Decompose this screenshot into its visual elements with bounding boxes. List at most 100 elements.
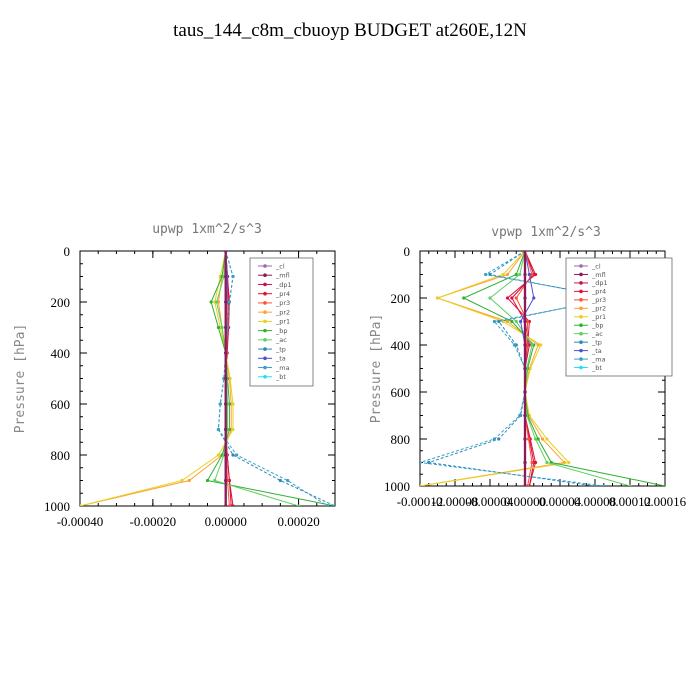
x-tick-label: -0.00040: [57, 514, 104, 529]
data-point-ac: [514, 319, 518, 324]
y-tick-label: 400: [51, 346, 71, 361]
legend-label-pr2: _pr2: [275, 308, 290, 316]
data-point-pr1: [216, 453, 221, 457]
data-point-ac: [488, 296, 492, 300]
data-point-ma: [492, 319, 496, 324]
legend-label-pr2: _pr2: [591, 305, 606, 313]
data-point-ma: [231, 274, 235, 279]
data-point-tp: [497, 437, 501, 441]
data-point-bp: [536, 437, 540, 441]
x-tick-label: 0.00008: [574, 494, 616, 509]
legend-marker-pr1: [579, 314, 583, 319]
legend-marker-dp1: [579, 281, 583, 285]
data-point-bp: [663, 484, 665, 486]
legend-label-dp1: _dp1: [591, 279, 608, 287]
data-point-bp: [514, 272, 518, 277]
y-tick-label: 400: [391, 338, 411, 353]
data-point-tp: [333, 504, 335, 506]
legend-marker-bt: [579, 365, 583, 370]
data-point-bp: [205, 478, 210, 483]
data-point-pr3: [526, 484, 530, 486]
series-group: [80, 251, 335, 506]
legend-label-pr4: _pr4: [275, 290, 290, 298]
legend-label-dp1: _dp1: [275, 281, 292, 289]
data-point-pr4: [533, 460, 538, 465]
y-tick-label: 1000: [384, 479, 410, 494]
data-point-ac: [215, 300, 219, 304]
data-point-pr1: [539, 343, 543, 347]
data-point-pr2: [505, 272, 510, 277]
data-point-pr3: [227, 504, 231, 506]
x-tick-label: -0.00004: [467, 494, 514, 509]
legend-label-mfl: _mfl: [275, 272, 290, 280]
y-tick-label: 200: [51, 295, 71, 310]
legend-marker-cl: [579, 264, 583, 268]
y-axis-label: Pressure [hPa]: [369, 314, 384, 424]
data-point-pr2: [540, 437, 545, 441]
x-tick-label: -0.00008: [432, 494, 479, 509]
data-point-pr3: [514, 296, 518, 300]
y-tick-label: 0: [404, 244, 411, 259]
data-point-ma: [484, 272, 488, 277]
legend-marker-tp: [579, 340, 583, 344]
y-tick-label: 800: [391, 432, 411, 447]
data-point-pr1: [567, 460, 571, 465]
legend-marker-bp: [263, 328, 267, 333]
data-point-mfl: [523, 437, 527, 441]
data-point-pr1: [228, 376, 232, 381]
data-point-ma: [602, 484, 606, 486]
chart-panel-upwp: upwp 1xm^2/s^3 Pressure [hPa] 0 200 400 600 80…: [13, 222, 336, 529]
data-point-mfl: [224, 274, 228, 279]
legend-marker-pr2: [263, 310, 267, 314]
legend-marker-pr2: [579, 306, 583, 311]
y-tick-label: 600: [391, 385, 411, 400]
data-point-ma: [420, 460, 422, 465]
y-axis-label: Pressure [hPa]: [13, 324, 28, 434]
legend-label-pr1: _pr1: [591, 313, 606, 321]
x-tick-label: 0.00004: [539, 494, 582, 509]
chart-subtitle: upwp 1xm^2/s^3: [152, 222, 262, 237]
data-point-ma: [216, 427, 221, 432]
legend-marker-pr4: [263, 291, 267, 296]
data-point-mfl: [224, 402, 228, 406]
data-point-pr2: [505, 319, 510, 324]
data-point-ma: [235, 453, 239, 457]
data-point-pr1: [528, 366, 532, 371]
data-point-ma: [492, 437, 496, 441]
legend-label-cl: _cl: [275, 262, 285, 270]
series-line-pr1: [420, 251, 570, 486]
data-point-mfl: [523, 484, 527, 486]
data-point-ta: [532, 296, 536, 300]
data-point-ac: [296, 504, 301, 506]
legend-label-ma: _ma: [275, 364, 290, 372]
data-point-mfl: [523, 272, 527, 277]
data-point-mfl: [224, 427, 228, 432]
data-point-ma: [512, 343, 517, 347]
x-tick-label: -0.00012: [397, 494, 444, 509]
main-title: taus_144_c8m_cbuoyp BUDGET at260E,12N: [173, 20, 527, 41]
data-point-ac: [530, 343, 534, 347]
y-tick-label: 0: [64, 244, 71, 259]
data-point-mfl: [224, 251, 228, 253]
legend-label-bp: _bp: [591, 322, 604, 330]
data-point-mfl: [523, 460, 527, 465]
x-tick-label: 0.00020: [277, 514, 319, 529]
legend-marker-mfl: [263, 273, 267, 278]
legend-label-pr3: _pr3: [275, 299, 290, 307]
legend-label-pr1: _pr1: [275, 318, 290, 326]
data-point-ac: [518, 272, 522, 277]
legend-label-bt: _bt: [591, 364, 602, 372]
data-point-pr1: [80, 504, 82, 506]
series-line-tp: [217, 251, 335, 506]
data-point-pr1: [435, 296, 440, 300]
data-point-tp: [278, 478, 282, 483]
series-group: [420, 251, 665, 486]
y-tick-label: 800: [51, 448, 71, 463]
data-point-mfl: [224, 325, 228, 330]
legend: _cl_mfl_dp1_pr4_pr3_pr2_pr1_bp_ac_tp_ta_…: [565, 257, 673, 377]
legend: _cl_mfl_dp1_pr4_pr3_pr2_pr1_bp_ac_tp_ta_…: [249, 257, 314, 387]
data-point-mfl: [523, 251, 527, 253]
data-point-ac: [213, 478, 217, 483]
data-point-mfl: [523, 390, 527, 394]
